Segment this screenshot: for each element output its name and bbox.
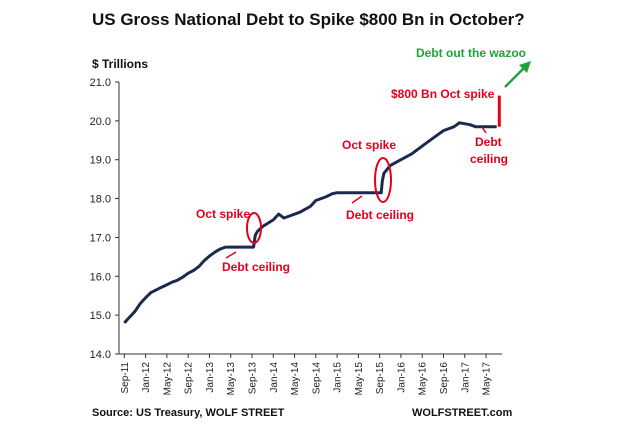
- debt-series-line: [123, 121, 497, 324]
- spike-2013-marker: [246, 212, 262, 244]
- x-tick-label: May-14: [290, 362, 301, 396]
- series-lines: [123, 95, 501, 324]
- chart-title: US Gross National Debt to Spike $800 Bn …: [92, 10, 525, 29]
- x-tick-label: Sep-12: [184, 362, 195, 395]
- y-tick-labels: 14.0 15.0 16.0 17.0 18.0 19.0 20.0 21.0: [90, 77, 119, 361]
- annotation-oct-spike-2015: Oct spike: [342, 138, 396, 152]
- annotation-800bn-spike: $800 Bn Oct spike: [391, 87, 495, 101]
- x-tick-label: May-12: [162, 362, 173, 396]
- annotation-debt-ceiling-2013: Debt ceiling: [222, 260, 290, 274]
- annotation-debt-ceiling-2015: Debt ceiling: [346, 208, 414, 222]
- x-tick-label: Jan-13: [205, 362, 216, 393]
- ceiling-2017-pointer: [481, 126, 487, 134]
- x-tick-label: Jan-12: [141, 362, 152, 393]
- y-tick-label: 14.0: [90, 349, 111, 361]
- y-tick-label: 21.0: [90, 77, 111, 89]
- x-tick-label: Jan-14: [269, 362, 280, 393]
- x-tick-label: May-13: [226, 362, 237, 396]
- x-tick-label: Jan-15: [333, 362, 344, 393]
- ceiling-2013-pointer: [225, 251, 237, 259]
- annotation-oct-spike-2013: Oct spike: [196, 207, 250, 221]
- y-tick-label: 16.0: [90, 271, 111, 283]
- y-axis-label: $ Trillions: [92, 57, 148, 71]
- x-tick-label: Sep-15: [375, 362, 386, 395]
- annotation-debt-out-the-wazoo: Debt out the wazoo: [416, 46, 526, 60]
- y-tick-label: 18.0: [90, 194, 111, 206]
- x-tick-label: May-16: [418, 362, 429, 396]
- y-tick-label: 20.0: [90, 116, 111, 128]
- x-tick-label: Sep-16: [439, 362, 450, 395]
- y-tick-label: 17.0: [90, 232, 111, 244]
- source-note: Source: US Treasury, WOLF STREET: [92, 407, 285, 419]
- x-tick-label: Sep-13: [247, 362, 258, 395]
- x-tick-label: Sep-14: [311, 362, 322, 395]
- y-tick-label: 19.0: [90, 155, 111, 167]
- annotation-debt-ceiling-2017-l2: ceiling: [470, 152, 508, 166]
- annotation-debt-ceiling-2017-l1: Debt: [475, 135, 502, 149]
- axes: [118, 82, 502, 355]
- x-tick-label: May-17: [482, 362, 493, 396]
- y-tick-label: 15.0: [90, 310, 111, 322]
- x-tick-label: Sep-11: [120, 362, 131, 394]
- green-arrow-icon: [504, 61, 531, 88]
- ceiling-2015-pointer: [351, 195, 363, 204]
- x-tick-label: Jan-16: [396, 362, 407, 393]
- credit: WOLFSTREET.com: [412, 407, 512, 419]
- x-tick-label: May-15: [354, 362, 365, 396]
- x-tick-label: Jan-17: [460, 362, 471, 393]
- spike-2015-marker: [374, 157, 392, 203]
- x-tick-labels: Sep-11 Jan-12 May-12 Sep-12 Jan-13 May-13 Sep-…: [120, 354, 493, 395]
